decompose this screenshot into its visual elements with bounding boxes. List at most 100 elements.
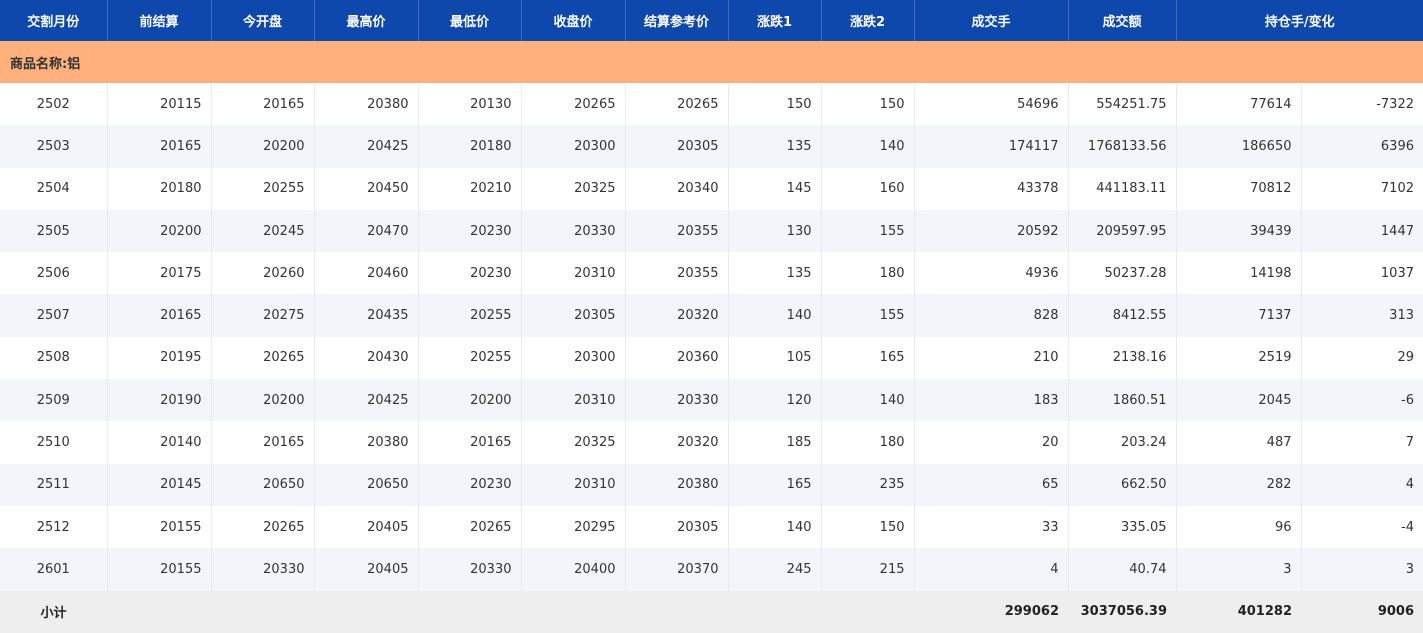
column-header: 成交额 xyxy=(1067,0,1176,41)
column-header: 最高价 xyxy=(313,0,418,41)
cell: 54696 xyxy=(913,83,1068,126)
cell: 20265 xyxy=(624,83,728,126)
cell: 20195 xyxy=(106,336,211,380)
cell: 20230 xyxy=(417,252,521,295)
cell: 20300 xyxy=(520,125,625,168)
cell: -4 xyxy=(1300,505,1423,549)
cell: 2511 xyxy=(0,463,107,506)
data-row: 2507 20165 20275 20435 20255 20305 20320 140 155… xyxy=(0,294,1423,337)
cell: 2519 xyxy=(1175,336,1301,380)
cell: 8412.55 xyxy=(1067,294,1176,337)
cell: -7322 xyxy=(1300,83,1423,126)
cell: 20310 xyxy=(520,252,625,295)
cell: 441183.11 xyxy=(1067,167,1176,210)
column-header: 今开盘 xyxy=(210,0,314,41)
cell: 20260 xyxy=(210,252,314,295)
cell: 20155 xyxy=(106,548,211,591)
cell: 20130 xyxy=(417,83,521,126)
cell: 6396 xyxy=(1300,125,1423,168)
cell: 487 xyxy=(1175,421,1301,464)
cell: 20165 xyxy=(210,83,314,126)
cell: 20200 xyxy=(417,379,521,422)
cell: 210 xyxy=(913,336,1068,380)
cell: 165 xyxy=(727,463,821,506)
cell: 1860.51 xyxy=(1067,379,1176,422)
cell: 1037 xyxy=(1300,252,1423,295)
cell: 20320 xyxy=(624,294,728,337)
empty-cell xyxy=(625,590,728,633)
cell: 20360 xyxy=(624,336,728,380)
column-header: 涨跌2 xyxy=(820,0,914,41)
cell: 20355 xyxy=(624,209,728,253)
cell: 96 xyxy=(1175,505,1301,549)
cell: 20230 xyxy=(417,209,521,253)
cell: 20325 xyxy=(520,167,625,210)
cell: 20 xyxy=(913,421,1068,464)
subtotal-value: 9006 xyxy=(1301,590,1423,633)
cell: 2138.16 xyxy=(1067,336,1176,380)
cell: 155 xyxy=(820,294,914,337)
cell: 20650 xyxy=(210,463,314,506)
cell: 2508 xyxy=(0,336,107,380)
header-row: 交割月份 前结算 今开盘 最高价 最低价 收盘价 结算参考价 涨跌1 涨跌2 成交手 成交额 持仓手/… xyxy=(0,0,1423,41)
cell: 20305 xyxy=(624,125,728,168)
cell: 20355 xyxy=(624,252,728,295)
cell: 282 xyxy=(1175,463,1301,506)
cell: 1768133.56 xyxy=(1067,125,1176,168)
cell: 20305 xyxy=(520,294,625,337)
cell: 105 xyxy=(727,336,821,380)
cell: 2601 xyxy=(0,548,107,591)
cell: 20400 xyxy=(520,548,625,591)
cell: 150 xyxy=(727,83,821,126)
cell: 140 xyxy=(727,505,821,549)
cell: 20275 xyxy=(210,294,314,337)
cell: 20310 xyxy=(520,379,625,422)
cell: 65 xyxy=(913,463,1068,506)
cell: 7102 xyxy=(1300,167,1423,210)
cell: 3 xyxy=(1300,548,1423,591)
cell: 20265 xyxy=(520,83,625,126)
cell: 20305 xyxy=(624,505,728,549)
subtotal-label: 小计 xyxy=(0,590,107,633)
cell: 20230 xyxy=(417,463,521,506)
cell: 20265 xyxy=(210,505,314,549)
cell: 150 xyxy=(820,505,914,549)
cell: 4 xyxy=(1300,463,1423,506)
cell: 203.24 xyxy=(1067,421,1176,464)
cell: 20300 xyxy=(520,336,625,380)
data-row: 2502 20115 20165 20380 20130 20265 20265 150 150… xyxy=(0,83,1423,126)
cell: 335.05 xyxy=(1067,505,1176,549)
cell: 20255 xyxy=(417,294,521,337)
cell: 14198 xyxy=(1175,252,1301,295)
cell: 43378 xyxy=(913,167,1068,210)
cell: 33 xyxy=(913,505,1068,549)
cell: 20140 xyxy=(106,421,211,464)
subtotal-row: 小计 299062 3037056.39 401282 9006 xyxy=(0,590,1423,633)
cell: 20380 xyxy=(313,421,418,464)
cell: 120 xyxy=(727,379,821,422)
cell: 20325 xyxy=(520,421,625,464)
cell: 130 xyxy=(727,209,821,253)
cell: 4 xyxy=(913,548,1068,591)
data-row: 2503 20165 20200 20425 20180 20300 20305 135 140… xyxy=(0,125,1423,168)
cell: 20265 xyxy=(417,505,521,549)
cell: 140 xyxy=(820,125,914,168)
cell: 2045 xyxy=(1175,379,1301,422)
cell: 20180 xyxy=(417,125,521,168)
cell: 20592 xyxy=(913,209,1068,253)
data-row: 2509 20190 20200 20425 20200 20310 20330 120 140… xyxy=(0,379,1423,422)
empty-cell xyxy=(728,590,821,633)
cell: 183 xyxy=(913,379,1068,422)
cell: 20295 xyxy=(520,505,625,549)
column-header: 最低价 xyxy=(417,0,521,41)
cell: 2507 xyxy=(0,294,107,337)
cell: 20165 xyxy=(106,125,211,168)
cell: 20115 xyxy=(106,83,211,126)
cell: 7137 xyxy=(1175,294,1301,337)
cell: 39439 xyxy=(1175,209,1301,253)
column-header: 持仓手/变化 xyxy=(1175,0,1423,41)
cell: 2504 xyxy=(0,167,107,210)
cell: 20255 xyxy=(417,336,521,380)
cell: 29 xyxy=(1300,336,1423,380)
